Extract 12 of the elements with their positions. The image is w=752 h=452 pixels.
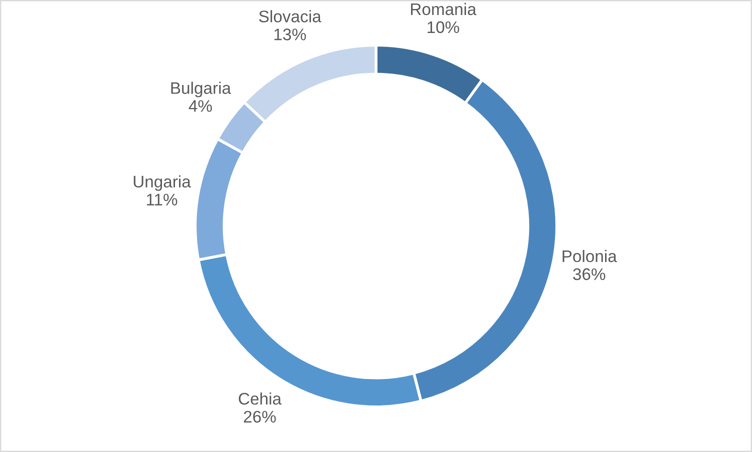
slice-label: Romania — [411, 2, 476, 16]
slice-label: Slovacia — [259, 10, 322, 22]
slice-label: Bulgaria — [171, 82, 232, 98]
slice-label: Polonia — [562, 250, 617, 262]
slice-label: Cehia — [238, 392, 282, 405]
data-label: 36% — [573, 268, 606, 280]
data-label: 11% — [146, 194, 178, 206]
data-label: 13% — [274, 28, 306, 40]
data-label: 10% — [428, 21, 460, 34]
slice-label: Ungaria — [134, 175, 191, 191]
data-label: 26% — [244, 410, 276, 423]
data-label: 4% — [188, 100, 212, 112]
